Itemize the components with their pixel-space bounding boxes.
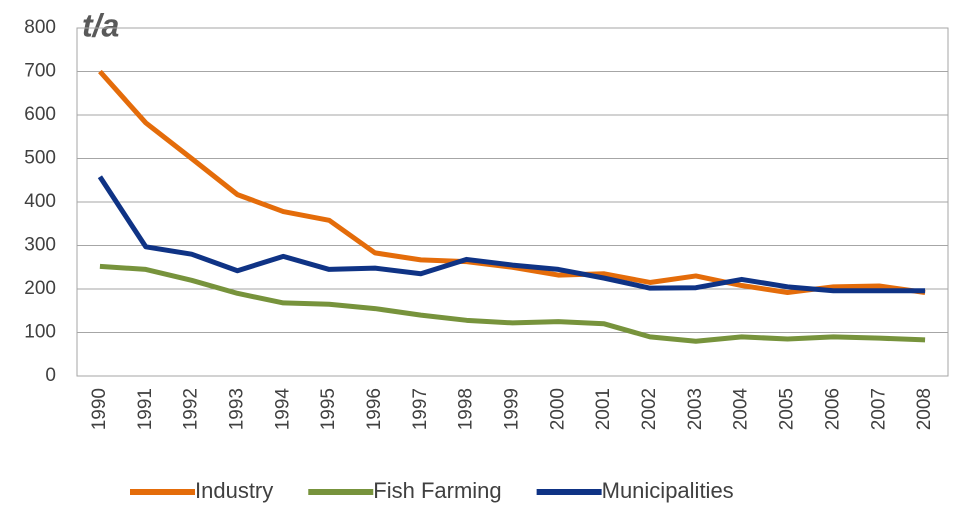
x-tick-label: 2002 xyxy=(639,388,660,430)
x-tick-label: 1996 xyxy=(364,388,385,430)
x-tick-label: 2003 xyxy=(685,388,706,430)
x-tick-label: 2007 xyxy=(868,388,889,430)
line-series xyxy=(97,175,926,294)
x-tick-label: 1994 xyxy=(272,388,293,431)
x-tick-label: 1999 xyxy=(502,388,523,430)
x-tick-label: 1991 xyxy=(135,388,156,430)
x-tick-label: 1992 xyxy=(181,388,202,430)
y-tick-label: 400 xyxy=(24,191,56,212)
x-tick-label: 2005 xyxy=(777,388,798,430)
line-series xyxy=(99,263,926,344)
y-tick-label: 100 xyxy=(24,322,56,343)
y-tick-label: 800 xyxy=(24,17,56,38)
y-tick-label: 0 xyxy=(45,365,56,386)
x-tick-label: 2001 xyxy=(593,388,614,430)
x-tick-label: 2000 xyxy=(547,388,568,430)
y-tick-label: 300 xyxy=(24,235,56,256)
line-series xyxy=(98,69,926,295)
legend-label: Municipalities xyxy=(602,478,734,503)
x-tick-label: 1997 xyxy=(410,388,431,430)
x-tick-label: 2006 xyxy=(822,388,843,430)
y-axis-label: t/a xyxy=(82,7,119,43)
plot-border xyxy=(76,27,949,377)
x-tick-label: 2008 xyxy=(914,388,935,430)
legend-label: Industry xyxy=(195,478,273,503)
x-tick-label: 1993 xyxy=(226,388,247,430)
x-tick-label: 1990 xyxy=(89,388,110,430)
y-tick-label: 600 xyxy=(24,104,56,125)
x-tick-label: 2004 xyxy=(731,388,752,431)
x-tick-label: 1995 xyxy=(318,388,339,430)
legend-label: Fish Farming xyxy=(373,478,501,503)
x-tick-label: 1998 xyxy=(456,388,477,430)
y-tick-label: 700 xyxy=(24,61,56,82)
y-tick-label: 200 xyxy=(24,278,56,299)
y-tick-label: 500 xyxy=(24,148,56,169)
